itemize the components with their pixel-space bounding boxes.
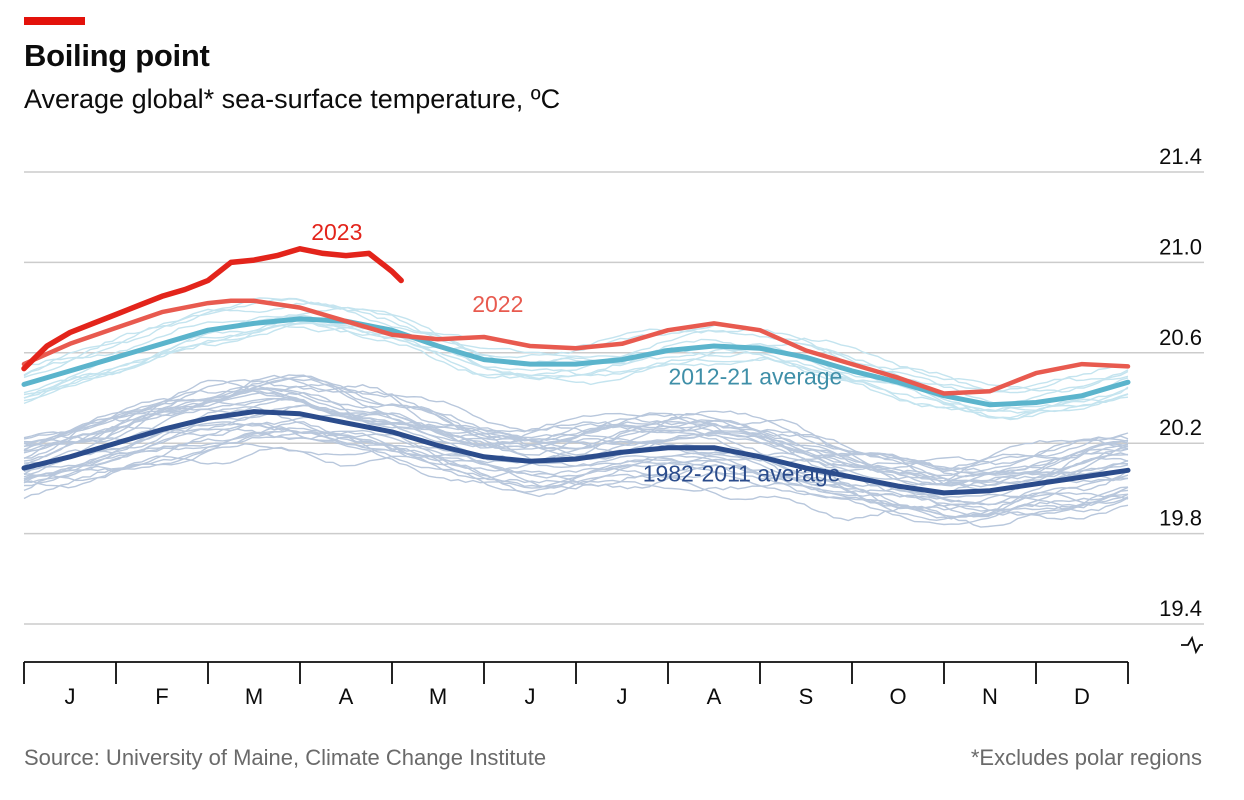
chart-subtitle: Average global* sea-surface temperature,… [24, 84, 561, 114]
background-year-line [23, 322, 1129, 413]
y-tick-label: 21.0 [1159, 234, 1202, 259]
y-tick-label: 19.4 [1159, 596, 1202, 621]
background-year-line [23, 431, 1129, 528]
brand-tag-bar [24, 17, 85, 25]
series-line-2022 [21, 298, 1131, 396]
series-label-1982-2011-average: 1982-2011 average [643, 461, 841, 487]
background-year-line [23, 428, 1129, 522]
x-tick-label: F [155, 684, 168, 709]
x-tick-label: M [245, 684, 263, 709]
x-tick-label: O [889, 684, 906, 709]
series-label-2023: 2023 [311, 219, 362, 245]
series-label-2022: 2022 [472, 291, 523, 317]
y-tick-label: 21.4 [1159, 144, 1202, 169]
background-year-line [23, 421, 1129, 520]
background-year-line [23, 379, 1129, 472]
background-year-line [23, 443, 1129, 521]
x-tick-label: A [339, 684, 354, 709]
y-tick-label: 20.2 [1159, 415, 1202, 440]
x-tick-label: M [429, 684, 447, 709]
x-tick-label: J [65, 684, 76, 709]
x-tick-label: N [982, 684, 998, 709]
chart-title: Boiling point [24, 38, 210, 73]
background-year-line [23, 301, 1129, 393]
x-tick-label: J [617, 684, 628, 709]
background-year-line [23, 414, 1129, 506]
background-year-line [23, 321, 1129, 419]
x-tick-label: D [1074, 684, 1090, 709]
axis-break-icon [1181, 635, 1203, 655]
y-tick-label: 19.8 [1159, 506, 1202, 531]
background-year-line [23, 319, 1129, 413]
series-line-2023 [21, 246, 404, 372]
background-year-line [23, 397, 1129, 480]
footnote: *Excludes polar regions [970, 745, 1202, 770]
background-year-line [23, 396, 1129, 486]
series-label-2012-21-average: 2012-21 average [668, 363, 842, 389]
background-year-line [23, 429, 1129, 506]
y-tick-label: 20.6 [1159, 325, 1202, 350]
x-tick-label: A [707, 684, 722, 709]
x-tick-label: J [525, 684, 536, 709]
series-line-1982-2011-average [21, 409, 1131, 496]
source-note: Source: University of Maine, Climate Cha… [24, 745, 547, 770]
x-tick-label: S [799, 684, 814, 709]
background-year-line [23, 297, 1129, 393]
background-year-line [23, 379, 1129, 482]
background-year-line [23, 383, 1129, 478]
